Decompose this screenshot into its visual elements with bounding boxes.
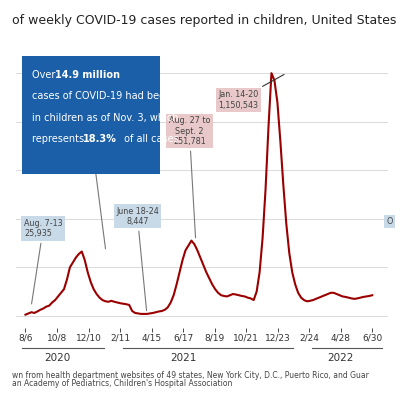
Text: 2021: 2021 [170,353,196,363]
Text: 14.9 million: 14.9 million [55,70,120,80]
Text: wn from health department websites of 49 states, New York City, D.C., Puerto Ric: wn from health department websites of 49… [12,371,369,380]
Text: 2020: 2020 [44,353,70,363]
Text: Aug. 7-13
25,935: Aug. 7-13 25,935 [24,219,62,304]
Text: an Academy of Pediatrics, Children's Hospital Association: an Academy of Pediatrics, Children's Hos… [12,379,232,388]
Text: Over: Over [32,70,58,80]
Text: of all cases.: of all cases. [121,134,182,144]
Text: 2022: 2022 [328,353,354,363]
Text: Aug. 27 to
Sept. 2
251,781: Aug. 27 to Sept. 2 251,781 [169,116,210,238]
Text: 18.3%: 18.3% [83,134,116,144]
Text: Jan. 14-20
1,150,543: Jan. 14-20 1,150,543 [218,74,284,110]
Text: of weekly COVID-19 cases reported in children, United States: of weekly COVID-19 cases reported in chi… [12,14,396,27]
Text: represents: represents [32,134,87,144]
Text: O: O [386,217,393,226]
Text: June 18-24
8,447: June 18-24 8,447 [116,207,159,311]
Text: cases of COVID-19 had been reported: cases of COVID-19 had been reported [32,92,216,102]
Text: in children as of Nov. 3, which: in children as of Nov. 3, which [32,113,178,123]
Text: Jan. 8-14
211,466: Jan. 8-14 211,466 [74,132,109,249]
